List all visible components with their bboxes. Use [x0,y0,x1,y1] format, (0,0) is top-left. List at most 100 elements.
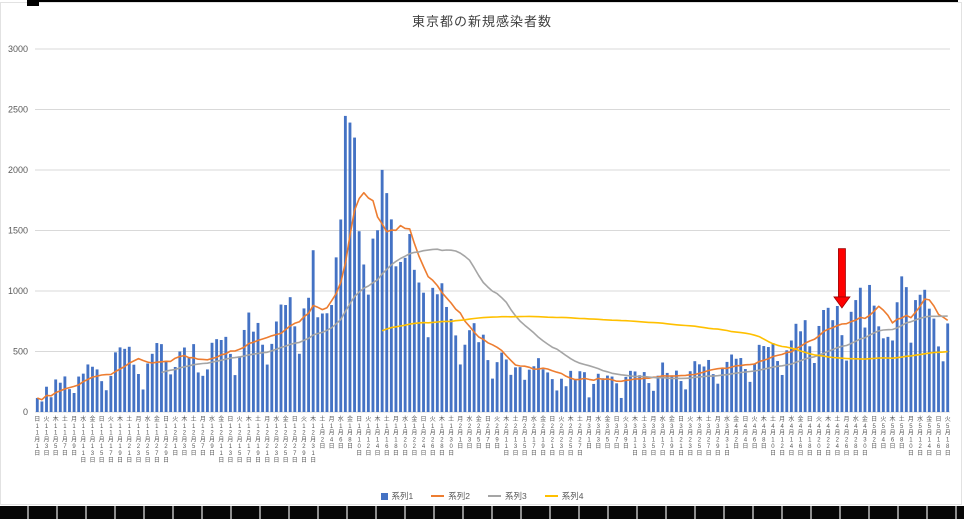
line-series4 [381,315,948,360]
legend-label-series1: 系列1 [391,491,414,501]
svg-text:2000: 2000 [8,165,28,175]
svg-text:1000: 1000 [8,286,28,296]
svg-text:1500: 1500 [8,226,28,236]
legend-label-series3: 系列3 [505,491,527,501]
y-axis-labels: 0 500 1000 1500 2000 2500 3000 [8,44,28,417]
legend-item-series1: 系列1 [380,490,414,502]
line-series3 [161,248,948,380]
series1-bar-marker-icon [380,492,388,500]
chart-area [0,2,962,505]
svg-text:0: 0 [23,407,28,417]
window-bottom-strip [0,506,964,519]
window-top-edge [28,0,958,2]
series3-line-marker-icon [488,494,501,498]
chart-title: 東京都の新規感染者数 [411,14,552,29]
legend-item-series3: 系列3 [488,490,527,502]
svg-text:2500: 2500 [8,105,28,115]
red-arrow-annotation-icon [833,248,851,309]
x-axis-labels: 日 1 1 月 1 日火 1 1 月 3 日木 1 1 月 5 日土 1 1 月 7 日月 1 1 月 9 日水 1 1 月 1 1 日金 1 1… [34,415,950,464]
legend-label-series4: 系列4 [561,491,584,501]
grid-lines [35,48,950,413]
svg-text:500: 500 [13,347,28,357]
chart-legend: 系列1 系列2 系列3 系列4 [0,489,964,503]
series4-line-marker-icon [544,494,558,498]
